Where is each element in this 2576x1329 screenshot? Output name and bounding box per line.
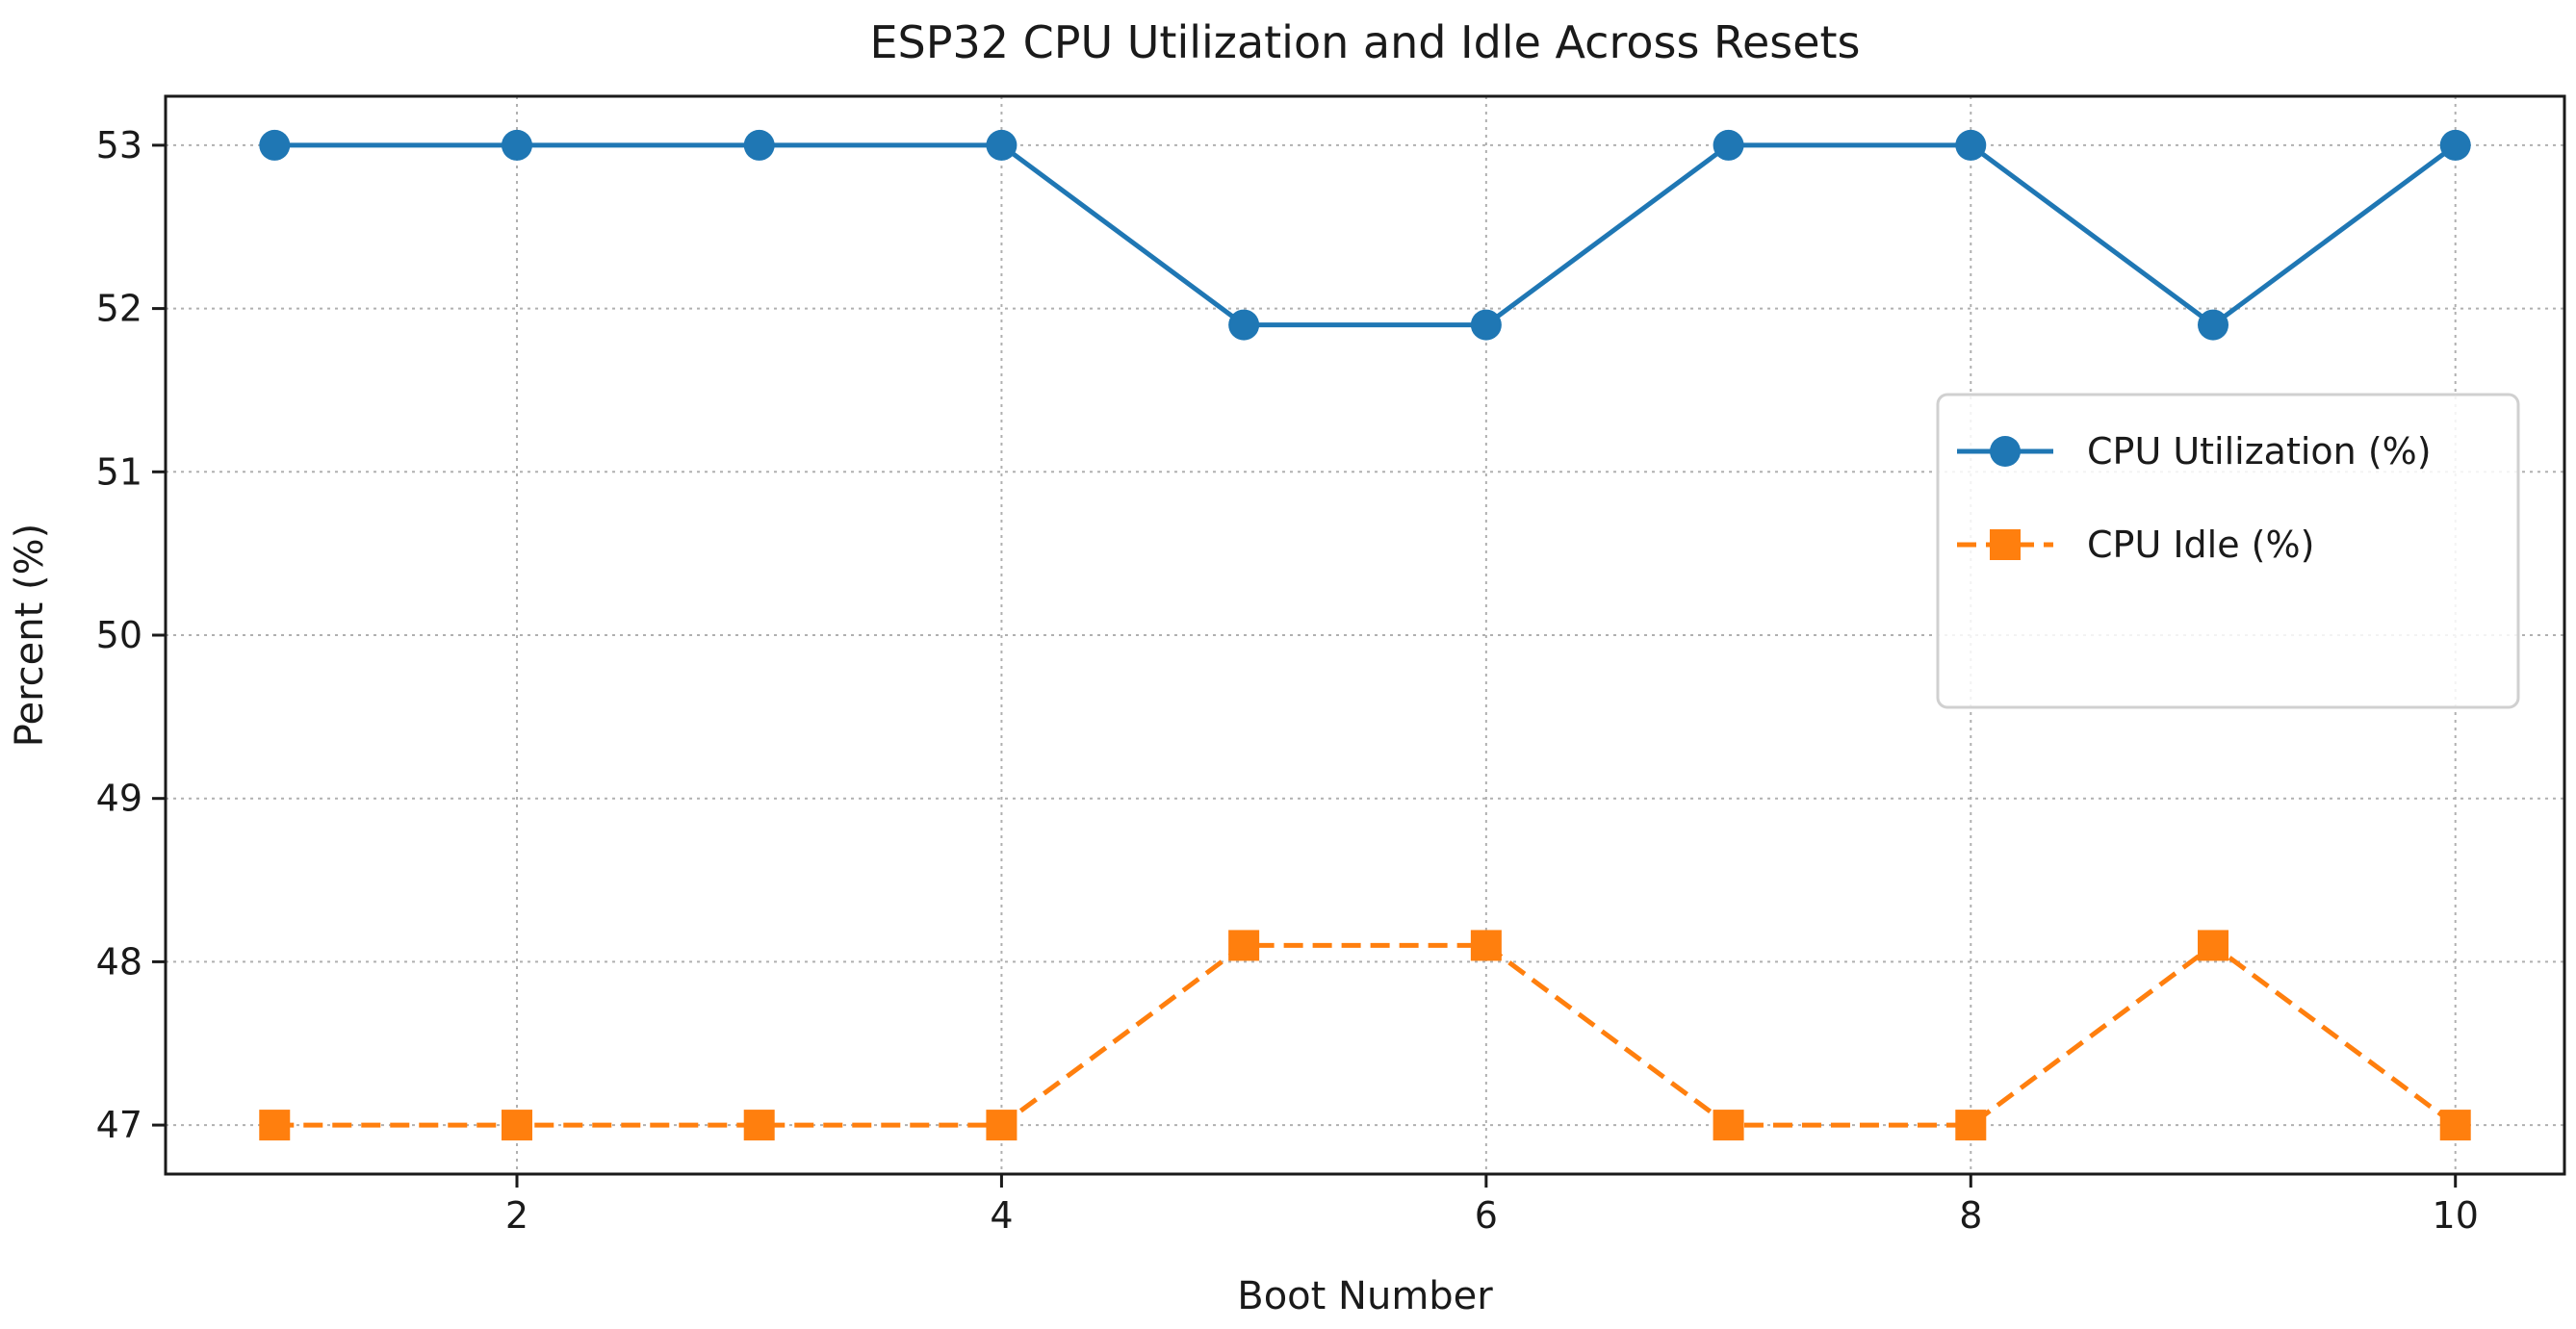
y-tick-label: 50 [96,614,142,656]
series-line-cpu-idle [274,942,2458,1128]
data-point-cpu-utilization [1228,309,1260,341]
data-point-cpu-utilization [2198,309,2229,341]
x-axis-label: Boot Number [1237,1274,1493,1318]
y-tick-label: 47 [96,1104,142,1146]
legend-label-cpu-idle: CPU Idle (%) [2087,524,2314,566]
series-cpu-utilization [259,129,2471,341]
x-axis-ticks: 2 4 6 8 10 [505,1174,2479,1237]
chart-title: ESP32 CPU Utilization and Idle Across Re… [869,16,1860,68]
legend-box [1936,393,2520,709]
legend-label-cpu-utilization: CPU Utilization (%) [2087,430,2432,473]
legend: CPU Utilization (%) CPU Idle (%) [1936,393,2520,709]
legend-marker-cpu-utilization [1990,436,2021,467]
data-point-cpu-utilization [1955,129,1987,161]
data-point-cpu-utilization [501,129,532,161]
data-point-cpu-utilization [1470,309,1502,341]
y-tick-label: 53 [96,124,142,166]
data-point-cpu-utilization [2439,129,2471,161]
y-tick-label: 51 [96,450,142,493]
series-cpu-idle [259,930,2471,1141]
data-point-cpu-idle [501,1110,532,1141]
x-tick-label: 8 [1959,1194,1982,1237]
x-tick-label: 6 [1475,1194,1498,1237]
data-point-cpu-idle [743,1110,775,1141]
y-tick-label: 49 [96,778,142,820]
data-point-cpu-utilization [743,129,775,161]
data-point-cpu-idle [1470,930,1502,961]
data-point-cpu-idle [2198,930,2229,961]
x-tick-label: 10 [2433,1194,2479,1237]
x-tick-label: 2 [505,1194,528,1237]
legend-marker-cpu-idle [1990,529,2021,560]
y-axis-ticks: 47 48 49 50 51 52 53 [96,124,166,1146]
series-layer [259,129,2471,1141]
data-point-cpu-idle [2439,1110,2471,1141]
data-point-cpu-utilization [1713,129,1744,161]
legend-entry-cpu-utilization: CPU Utilization (%) [1957,430,2432,473]
x-tick-label: 4 [990,1194,1013,1237]
legend-entry-cpu-idle: CPU Idle (%) [1957,524,2314,566]
y-tick-label: 48 [96,940,142,983]
series-line-cpu-utilization [274,142,2458,328]
data-point-cpu-utilization [259,129,291,161]
y-axis-label: Percent (%) [8,524,52,747]
y-tick-label: 52 [96,288,142,330]
data-point-cpu-idle [1713,1110,1744,1141]
data-point-cpu-idle [986,1110,1018,1141]
data-point-cpu-idle [259,1110,291,1141]
data-point-cpu-idle [1955,1110,1987,1141]
data-point-cpu-utilization [986,129,1018,161]
data-point-cpu-idle [1228,930,1260,961]
